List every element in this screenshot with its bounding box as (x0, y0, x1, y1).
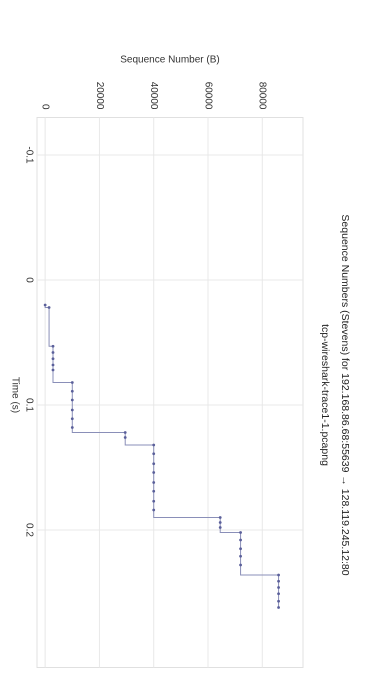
data-point (218, 521, 222, 524)
data-point (47, 306, 51, 309)
x-tick-label: 0.2 (23, 523, 34, 537)
y-tick-label: 20000 (94, 82, 105, 110)
data-point (152, 471, 156, 474)
data-point (70, 408, 74, 412)
data-point (239, 563, 242, 567)
data-point (70, 381, 74, 384)
y-tick-label: 0 (40, 104, 51, 110)
data-point (152, 489, 156, 493)
chart-subtitle: tcp-wireshark-trace1-1.pcapng (319, 324, 331, 466)
data-point (239, 531, 242, 534)
data-point (218, 516, 222, 519)
data-point (152, 499, 156, 503)
data-point (277, 579, 280, 583)
data-point (51, 357, 55, 361)
data-point (277, 573, 280, 577)
data-point (152, 462, 156, 466)
data-point (123, 436, 127, 439)
y-tick-label: 40000 (148, 82, 159, 110)
data-point (70, 417, 74, 421)
data-point (277, 606, 280, 609)
data-point (239, 538, 242, 542)
data-point (239, 547, 242, 551)
data-point (70, 398, 74, 402)
data-point (43, 303, 47, 307)
data-point (123, 431, 127, 434)
plot-area (36, 117, 304, 668)
data-point (70, 389, 74, 393)
data-point (51, 344, 55, 348)
data-point (277, 599, 280, 603)
data-point (152, 452, 156, 456)
x-tick-label: -0.1 (23, 146, 34, 164)
data-point (152, 508, 156, 512)
data-point (277, 586, 280, 589)
chart-title: Sequence Numbers (Stevens) for 192.168.8… (339, 214, 351, 575)
rotated-chart: Sequence Numbers (Stevens) for 192.168.8… (9, 55, 351, 668)
x-tick-label: 0 (23, 277, 34, 283)
data-point (51, 363, 55, 367)
y-tick-label: 60000 (202, 82, 213, 110)
x-tick-label: 0.1 (23, 398, 34, 412)
data-point (70, 426, 74, 429)
data-point (51, 351, 55, 354)
data-point (239, 554, 242, 558)
data-point (218, 526, 222, 529)
y-tick-label: 80000 (257, 82, 268, 110)
x-axis-label: Time (s) (9, 377, 20, 413)
y-axis-label: Sequence Number (B) (120, 55, 220, 66)
data-point (277, 592, 280, 596)
data-point (152, 443, 156, 447)
data-point (51, 368, 55, 372)
data-point (152, 481, 156, 484)
